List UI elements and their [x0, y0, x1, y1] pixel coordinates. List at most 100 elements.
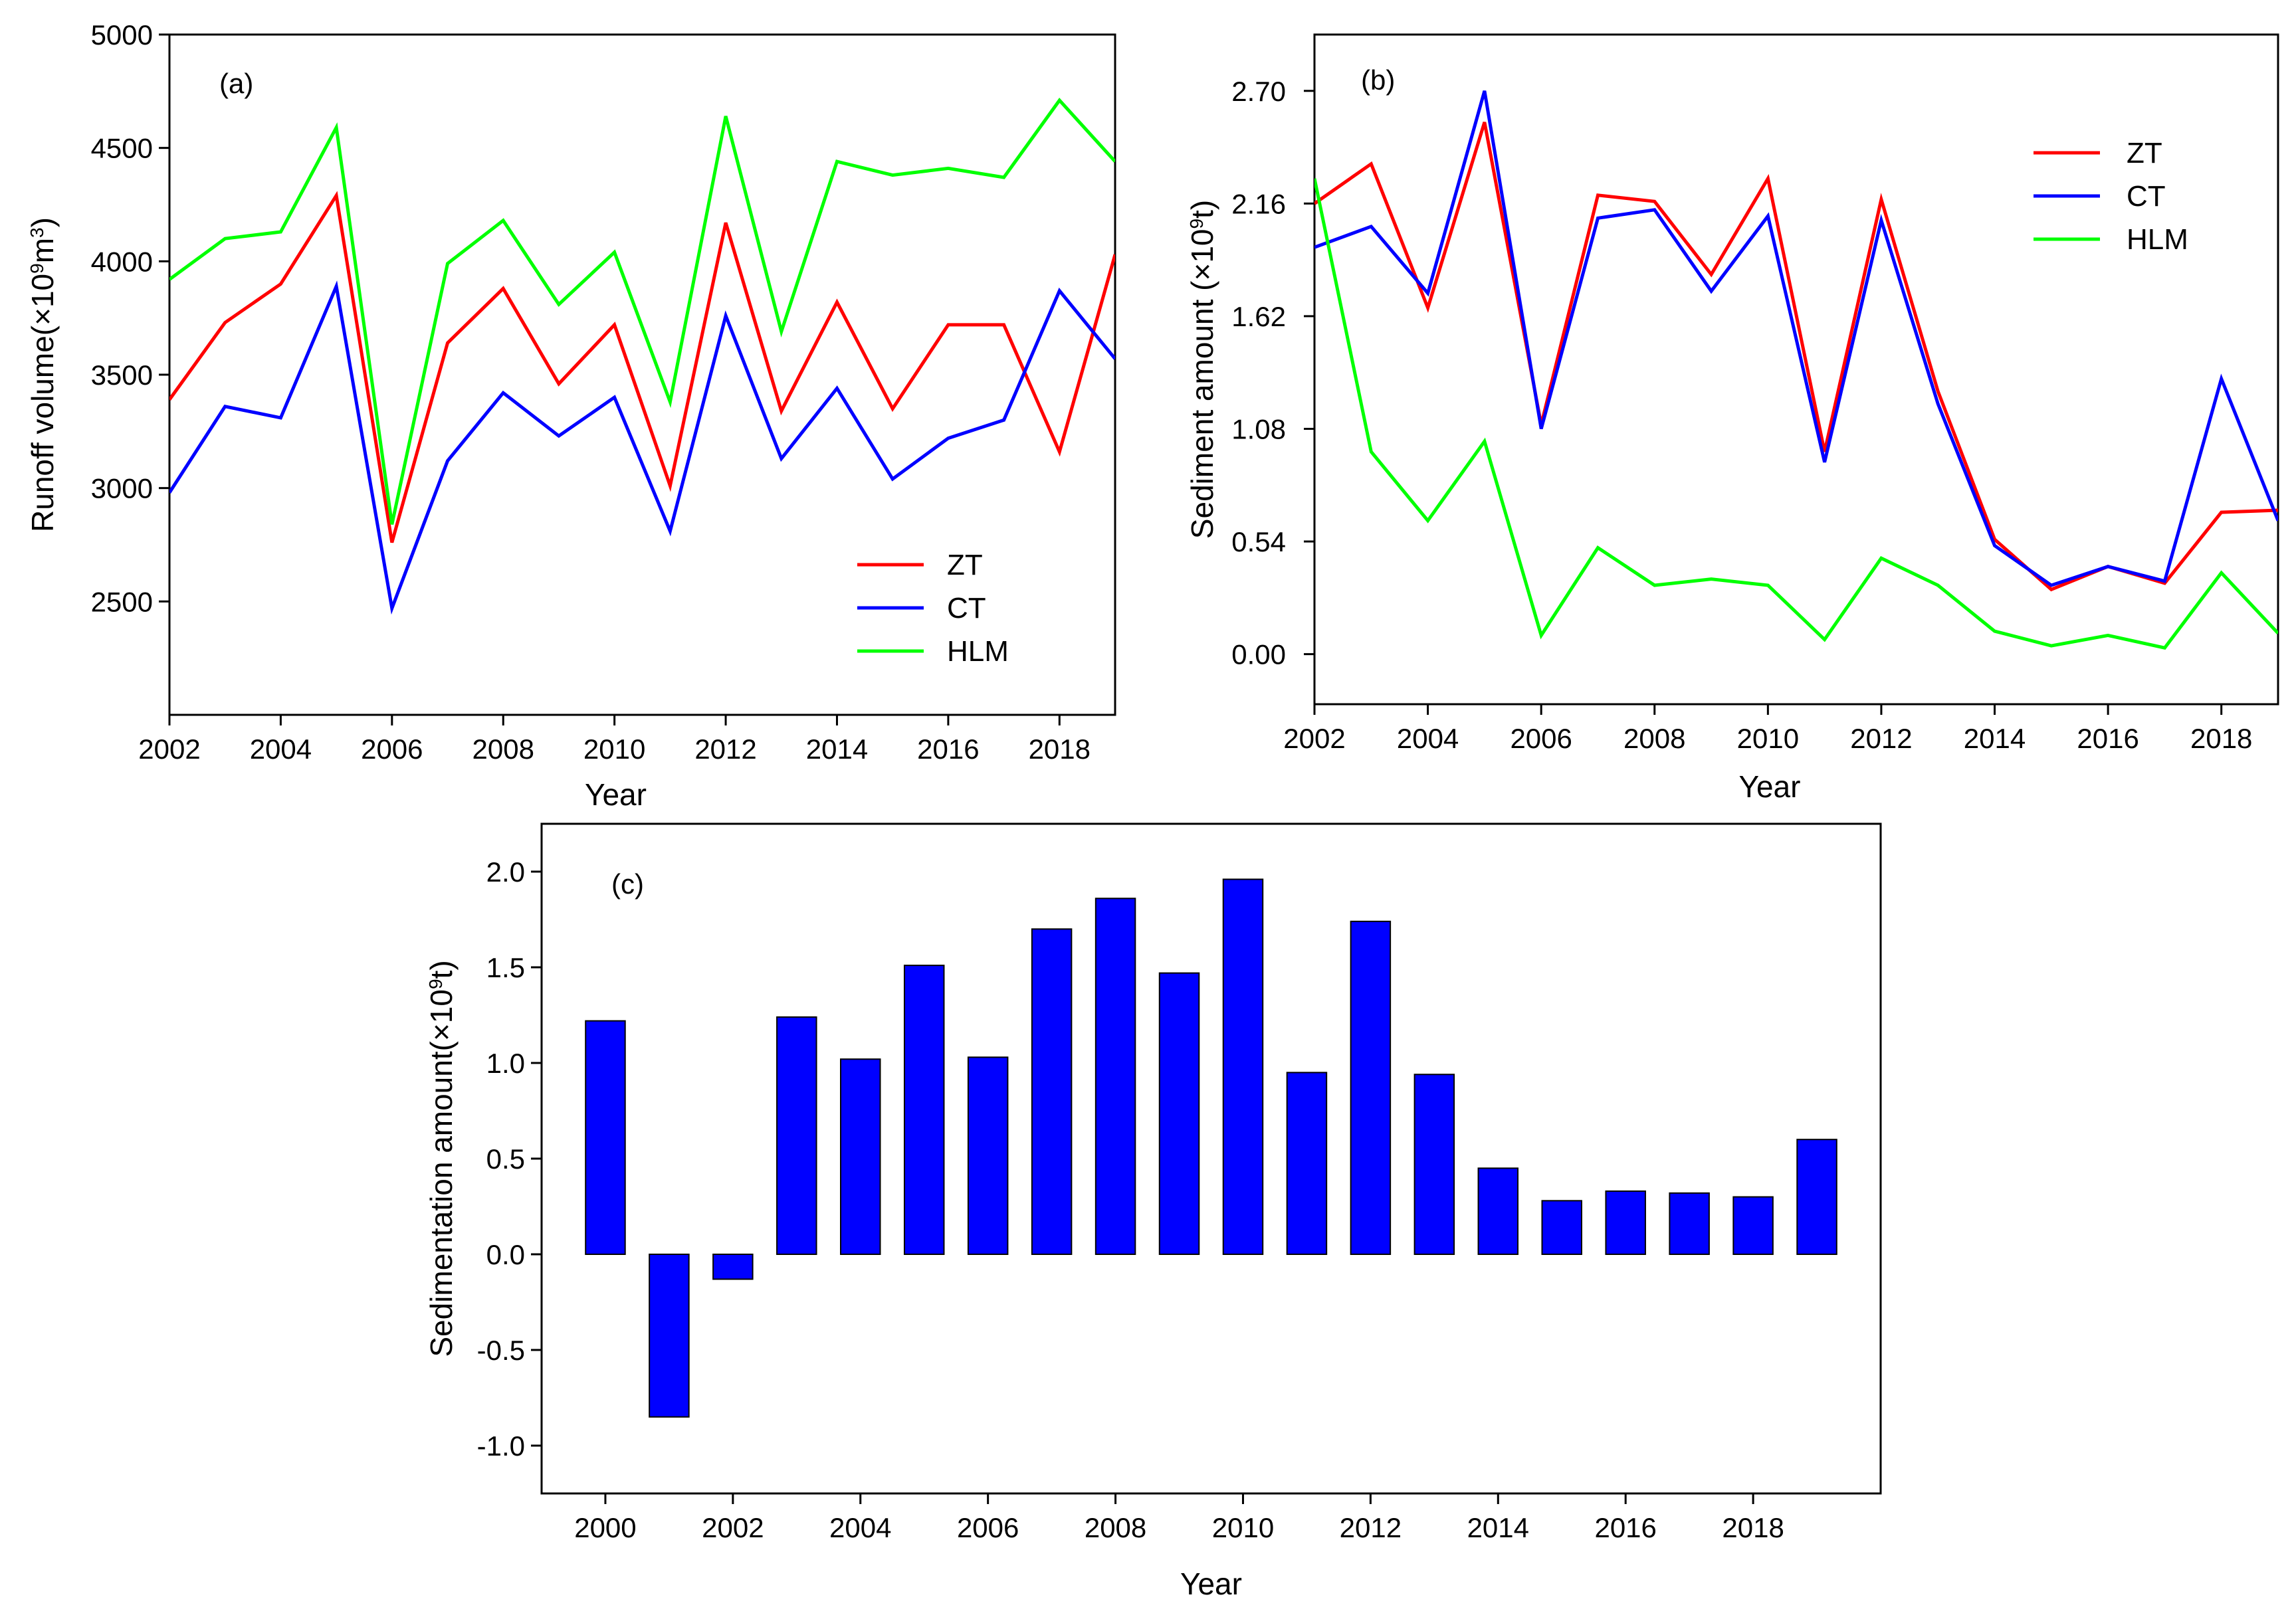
legend-label-zt: ZT [2127, 137, 2162, 169]
y-tick-label: 0.54 [1231, 526, 1286, 557]
plot-frame [1313, 33, 2279, 706]
x-tick-label: 2004 [250, 733, 312, 765]
x-tick-label: 2006 [1510, 723, 1572, 754]
y-tick-label: 0.0 [486, 1239, 525, 1270]
chart-panel-a: 2500 3000 3500 4000 4500 5000 2002 2004 2006 2008… [25, 19, 1116, 812]
y-tick-label: 3000 [91, 473, 153, 504]
series-line-hlm [169, 98, 1115, 525]
x-axis-title: Year [585, 777, 647, 812]
legend-label-hlm: HLM [947, 635, 1009, 668]
x-tick-label: 2000 [574, 1512, 636, 1543]
y-axis-title-part: Sediment amount (×10 [1185, 229, 1219, 539]
y-axis-title-part: ) [25, 217, 60, 227]
y-tick-label: 2.70 [1231, 76, 1286, 107]
y-axis-title: Sedimentation amount(×109t) [424, 960, 459, 1357]
x-tick-label: 2018 [2190, 723, 2252, 754]
series-line-ct [1314, 90, 2278, 587]
y-tick-label: 1.62 [1231, 301, 1286, 332]
legend-label-ct: CT [2127, 180, 2166, 213]
panel-label: (a) [219, 68, 253, 99]
y-tick-label: 3500 [91, 359, 153, 391]
x-axis-title: Year [1739, 769, 1801, 804]
bar-2001 [649, 1254, 690, 1418]
y-tick-label: 1.0 [486, 1048, 525, 1079]
chart-panel-b: 0.00 0.54 1.08 1.62 2.16 2.70 2002 2004 2006 2008… [1185, 33, 2279, 804]
bar-2004 [840, 1058, 881, 1255]
y-tick-label: -0.5 [477, 1335, 525, 1366]
x-tick-label: 2002 [138, 733, 200, 765]
y-axis-title-sup: 9 [425, 979, 446, 989]
bar-2007 [1031, 928, 1073, 1256]
x-tick-label: 2002 [1283, 723, 1345, 754]
x-tick-label: 2008 [1623, 723, 1685, 754]
x-tick-label: 2012 [1850, 723, 1912, 754]
legend-label-zt: ZT [947, 549, 983, 581]
bar-2019 [1796, 1139, 1837, 1255]
panel-label: (c) [611, 868, 644, 900]
y-axis-title-part: Runoff volume(×10 [25, 274, 60, 532]
bar-2015 [1541, 1200, 1582, 1255]
y-tick-label: 1.5 [486, 952, 525, 983]
plot-frame [540, 822, 1882, 1495]
bar-2010 [1222, 878, 1264, 1255]
y-tick-label: 5000 [91, 19, 153, 50]
y-axis-title-sup: 9 [27, 263, 47, 274]
bar-2012 [1350, 920, 1392, 1255]
bar-2005 [903, 965, 945, 1255]
bar-2000 [585, 1020, 626, 1255]
x-tick-label: 2004 [1397, 723, 1459, 754]
x-tick-label: 2008 [1085, 1512, 1146, 1543]
bar-2011 [1286, 1072, 1328, 1256]
x-tick-label: 2018 [1029, 733, 1091, 765]
bar-2008 [1095, 898, 1136, 1255]
y-tick-label: 2500 [91, 586, 153, 617]
x-tick-label: 2010 [1737, 723, 1799, 754]
x-tick-label: 2016 [1594, 1512, 1656, 1543]
x-tick-label: 2008 [472, 733, 534, 765]
y-tick-label: 0.00 [1231, 639, 1286, 670]
y-tick-label: 0.5 [486, 1143, 525, 1175]
bar-2013 [1413, 1074, 1455, 1256]
bar-2017 [1669, 1192, 1710, 1255]
y-tick-label: 4500 [91, 133, 153, 164]
x-tick-label: 2006 [361, 733, 423, 765]
x-tick-label: 2016 [2077, 723, 2139, 754]
y-axis-title-part: t) [424, 960, 459, 979]
series-line-zt [169, 191, 1115, 543]
bar-2006 [967, 1056, 1009, 1255]
y-axis-title-sup: 3 [27, 227, 47, 238]
y-tick-label: 2.16 [1231, 188, 1286, 219]
y-tick-label: 4000 [91, 246, 153, 277]
y-tick-label: -1.0 [477, 1430, 525, 1462]
bar-2003 [776, 1016, 817, 1255]
x-tick-label: 2014 [1467, 1512, 1529, 1543]
x-tick-label: 2010 [1212, 1512, 1274, 1543]
x-tick-label: 2014 [1964, 723, 2026, 754]
x-tick-label: 2012 [1340, 1512, 1402, 1543]
panel-label: (b) [1361, 64, 1395, 96]
legend-label-hlm: HLM [2127, 223, 2188, 256]
legend-label-ct: CT [947, 592, 986, 624]
x-tick-label: 2006 [957, 1512, 1019, 1543]
bar-2002 [712, 1254, 754, 1280]
y-axis-title-part: Sedimentation amount(×10 [424, 989, 459, 1357]
x-axis-title: Year [1180, 1567, 1242, 1601]
y-tick-label: 2.0 [486, 856, 525, 888]
y-axis-title-sup: 9 [1186, 219, 1207, 229]
x-tick-label: 2004 [829, 1512, 891, 1543]
bar-2014 [1477, 1167, 1519, 1256]
y-axis-title-part: m [25, 238, 60, 263]
x-tick-label: 2018 [1722, 1512, 1784, 1543]
y-tick-label: 1.08 [1231, 413, 1286, 444]
bar-2016 [1605, 1190, 1646, 1255]
series-line-hlm [1314, 178, 2278, 650]
y-axis-title: Runoff volume(×109m3) [25, 217, 60, 532]
y-axis-title-part: t) [1185, 200, 1219, 219]
x-tick-label: 2010 [583, 733, 645, 765]
bar-2009 [1158, 972, 1200, 1255]
x-tick-label: 2012 [694, 733, 756, 765]
x-tick-label: 2014 [806, 733, 868, 765]
y-axis-title: Sediment amount (×109t) [1185, 200, 1219, 539]
series-line-ct [169, 280, 1115, 615]
